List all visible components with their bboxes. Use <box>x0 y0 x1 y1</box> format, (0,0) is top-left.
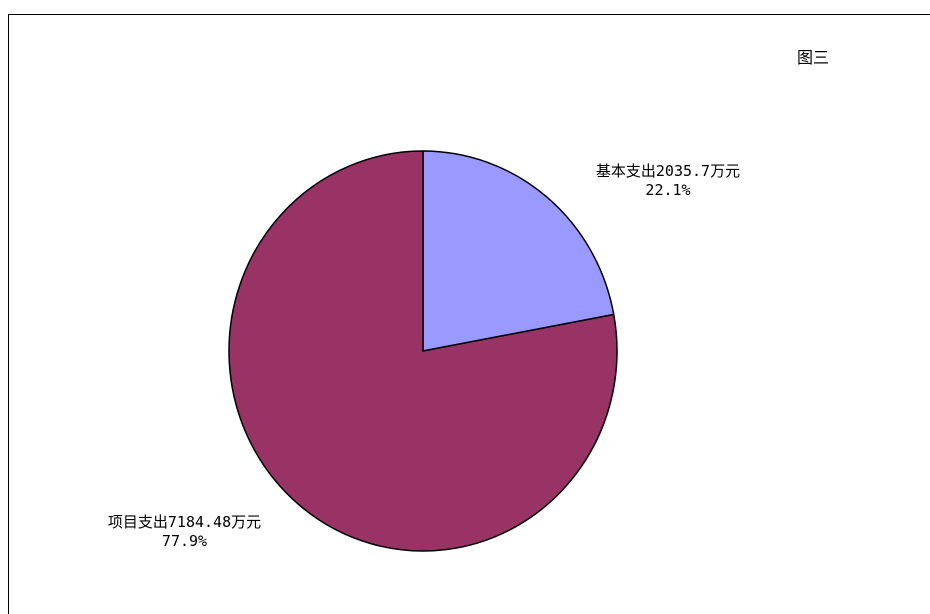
slice-label-basic-percent: 22.1% <box>645 181 691 199</box>
slice-label-basic-name: 基本支出2035.7万元 <box>595 162 741 180</box>
pie-slice-project <box>228 150 618 552</box>
slice-label-basic: 基本支出2035.7万元 22.1% <box>568 162 768 200</box>
slice-label-project-name: 项目支出7184.48万元 <box>107 513 262 531</box>
slice-label-project-percent: 77.9% <box>161 532 208 550</box>
chart-title: 图三 <box>797 48 830 67</box>
pie-slice-basic <box>422 150 615 352</box>
slice-label-project: 项目支出7184.48万元 77.9% <box>72 513 297 551</box>
